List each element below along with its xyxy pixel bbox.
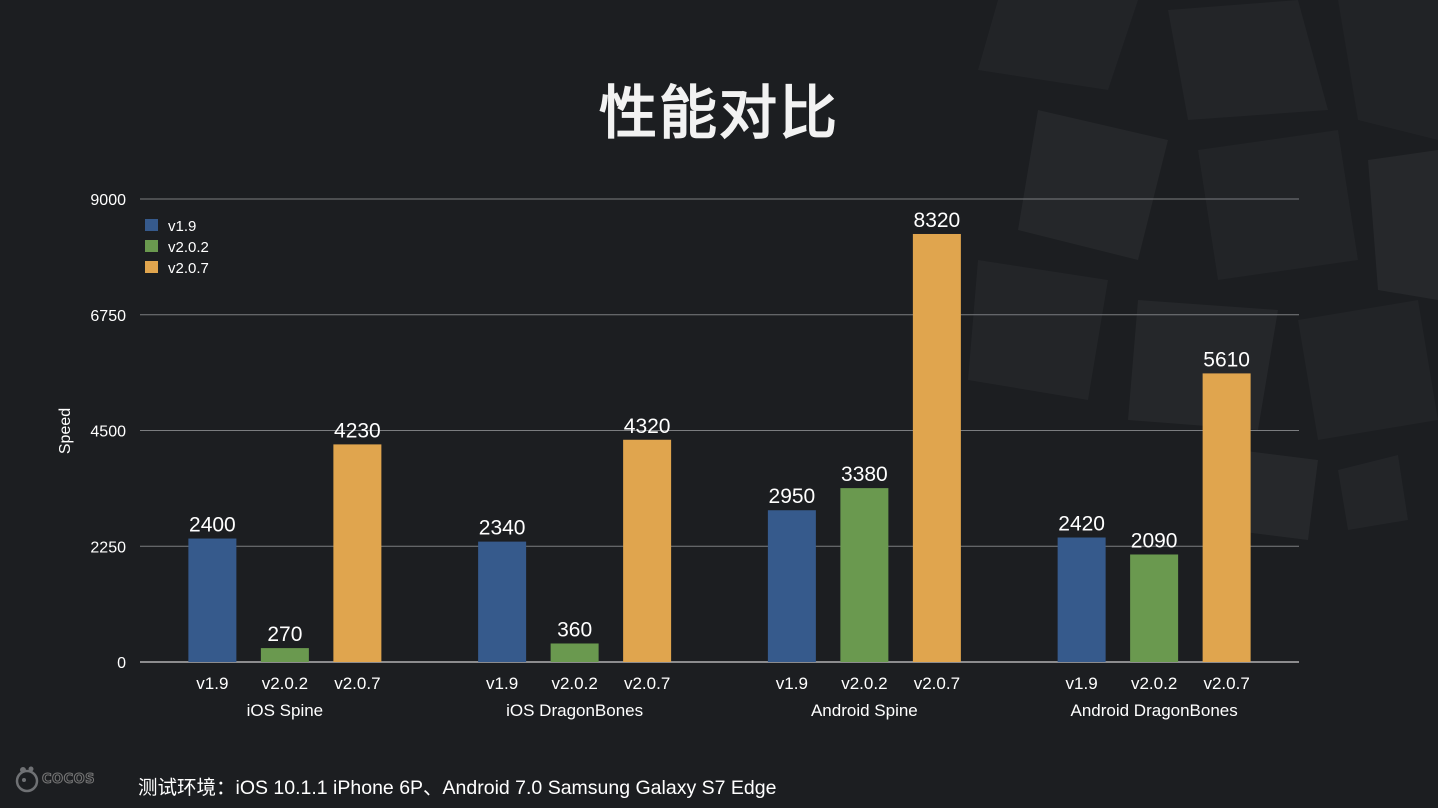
y-axis-label: Speed [57, 408, 74, 454]
bar [550, 643, 599, 662]
x-group-label: iOS Spine [247, 701, 324, 720]
bar [1057, 537, 1106, 662]
y-tick-label: 9000 [90, 192, 126, 209]
legend-swatch [145, 261, 158, 273]
bar [478, 541, 527, 662]
test-environment-note: 测试环境：iOS 10.1.1 iPhone 6P、Android 7.0 Sa… [138, 777, 777, 799]
cocos-logo-icon [15, 766, 39, 793]
bar-value-label: 2400 [189, 514, 236, 537]
x-series-tick-label: v2.0.2 [841, 674, 887, 693]
y-tick-label: 6750 [90, 308, 126, 325]
x-series-tick-label: v2.0.7 [624, 674, 670, 693]
x-series-tick-label: v2.0.7 [1203, 674, 1249, 693]
bar [623, 439, 672, 662]
x-series-tick-label: v2.0.2 [551, 674, 597, 693]
x-series-tick-label: v2.0.7 [914, 674, 960, 693]
x-series-tick-label: v2.0.2 [1131, 674, 1177, 693]
x-group-label: Android DragonBones [1070, 701, 1237, 720]
bar [188, 538, 237, 662]
bar [1130, 554, 1179, 662]
x-series-tick-label: v2.0.2 [262, 674, 308, 693]
legend-label: v2.0.7 [168, 260, 209, 277]
bar [333, 444, 382, 662]
x-series-tick-label: v1.9 [776, 674, 808, 693]
bar [260, 648, 309, 662]
cocos-logo-text: COCOS [41, 771, 96, 787]
bar-value-label: 270 [267, 623, 302, 646]
y-tick-label: 4500 [90, 424, 126, 441]
cocos-logo: COCOS [14, 762, 100, 796]
bar-value-label: 5610 [1203, 348, 1250, 371]
bar-value-label: 2090 [1131, 529, 1178, 552]
bar-value-label: 4320 [624, 415, 671, 438]
bar-value-label: 8320 [914, 209, 961, 232]
x-group-label: Android Spine [811, 701, 918, 720]
bar [767, 510, 816, 662]
bar-value-label: 4230 [334, 419, 381, 442]
legend-label: v1.9 [168, 218, 196, 235]
bar [1202, 373, 1251, 662]
bar-value-label: 2420 [1058, 513, 1105, 536]
x-series-tick-label: v1.9 [1066, 674, 1098, 693]
slide-title: 性能对比 [598, 79, 839, 147]
x-group-label: iOS DragonBones [506, 701, 643, 720]
legend-swatch [145, 240, 158, 252]
x-series-tick-label: v1.9 [486, 674, 518, 693]
legend-label: v2.0.2 [168, 239, 209, 256]
bar [912, 233, 961, 662]
legend-swatch [145, 219, 158, 231]
bar-value-label: 3380 [841, 463, 888, 486]
y-tick-label: 0 [117, 655, 126, 672]
x-series-tick-label: v1.9 [196, 674, 228, 693]
bar-value-label: 2950 [769, 485, 816, 508]
bar-value-label: 2340 [479, 517, 526, 540]
y-tick-label: 2250 [90, 539, 126, 556]
decorative-background-shapes [968, 0, 1438, 540]
bar [840, 488, 889, 662]
bar-value-label: 360 [557, 618, 592, 641]
x-series-tick-label: v2.0.7 [334, 674, 380, 693]
